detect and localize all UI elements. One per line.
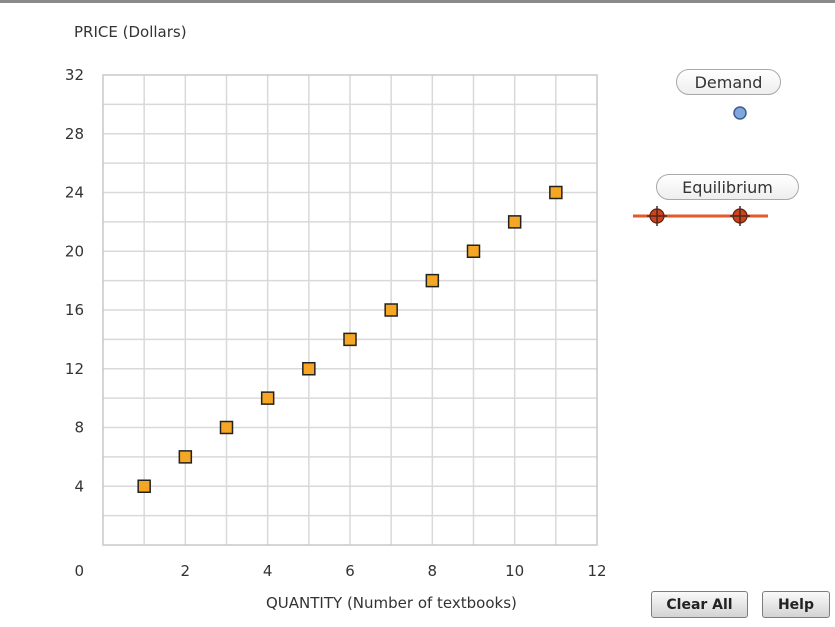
x-axis-label: QUANTITY (Number of textbooks) <box>266 594 517 612</box>
data-points <box>137 185 563 493</box>
data-point-square[interactable] <box>384 303 398 317</box>
x-tick-label: 10 <box>505 562 524 580</box>
tool-palette <box>633 106 768 226</box>
help-button[interactable]: Help <box>762 591 830 618</box>
equilibrium-tool-right-marker-icon[interactable] <box>730 206 750 226</box>
y-tick-label: 12 <box>65 360 84 378</box>
x-tick-label: 2 <box>181 562 191 580</box>
equilibrium-tool-left-marker-icon[interactable] <box>647 206 667 226</box>
y-tick-label: 16 <box>65 301 84 319</box>
data-point-square[interactable] <box>260 391 275 405</box>
demand-tool-icon[interactable] <box>733 106 747 120</box>
y-axis-label: PRICE (Dollars) <box>74 23 187 41</box>
y-tick-label: 4 <box>74 477 84 495</box>
x-tick-label: 6 <box>345 562 355 580</box>
data-point-square[interactable] <box>219 420 234 435</box>
clear-all-button[interactable]: Clear All <box>651 591 748 618</box>
data-point-square[interactable] <box>137 479 151 493</box>
data-point-square[interactable] <box>343 332 357 347</box>
origin-tick-label: 0 <box>74 562 84 580</box>
data-point-square[interactable] <box>302 362 316 376</box>
top-border <box>0 0 835 3</box>
y-tick-label: 20 <box>65 242 84 260</box>
grid <box>102 74 598 546</box>
data-point-square[interactable] <box>425 273 440 288</box>
data-point-square[interactable] <box>549 185 563 200</box>
y-tick-label: 24 <box>65 184 84 202</box>
y-tick-label: 32 <box>65 66 84 84</box>
x-tick-label: 8 <box>428 562 438 580</box>
data-point-square[interactable] <box>507 215 522 229</box>
demand-tool-label[interactable]: Demand <box>676 69 781 95</box>
y-tick-label: 28 <box>65 125 84 143</box>
x-tick-label: 12 <box>587 562 606 580</box>
x-tick-label: 4 <box>263 562 273 580</box>
data-point-square[interactable] <box>466 244 481 258</box>
equilibrium-tool-label[interactable]: Equilibrium <box>656 174 799 200</box>
y-tick-label: 8 <box>74 419 84 437</box>
data-point-square[interactable] <box>178 450 193 464</box>
plot-frame <box>102 74 598 546</box>
